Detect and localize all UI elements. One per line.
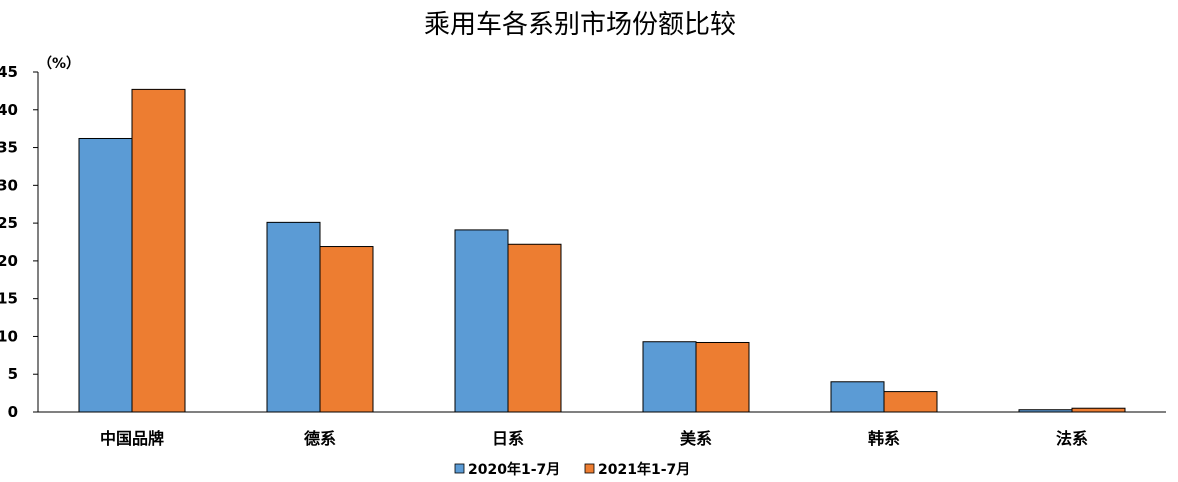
bar-2021-5: [1071, 407, 1126, 413]
category-label: 中国品牌: [100, 429, 164, 448]
category-label: 德系: [304, 429, 336, 448]
category-label: 法系: [1056, 429, 1088, 448]
y-tick-label: 0: [8, 403, 18, 421]
bar-2021-4: [883, 391, 938, 413]
y-tick-label: 10: [0, 327, 18, 345]
y-tick-label: 25: [0, 214, 18, 232]
y-tick-label: 30: [0, 176, 18, 194]
y-axis: 0 5 10 15 20 25 30 35 40 45: [0, 63, 1166, 421]
category-labels: 中国品牌 德系 日系 美系 韩系 法系: [100, 429, 1088, 448]
bar-2020-3: [642, 341, 697, 413]
y-tick-label: 5: [8, 365, 18, 383]
y-tick-label: 35: [0, 139, 18, 157]
category-label: 韩系: [868, 429, 900, 448]
y-tick-label: 20: [0, 252, 18, 270]
bar-2021-1: [319, 246, 374, 413]
bar-2021-2: [507, 243, 562, 413]
y-tick-label: 40: [0, 101, 18, 119]
chart-title: 乘用车各系别市场份额比较: [424, 10, 736, 40]
category-label: 美系: [680, 429, 712, 448]
bars: [78, 88, 1126, 413]
legend: 2020年1-7月 2021年1-7月: [454, 461, 690, 478]
bar-2021-3: [695, 341, 750, 413]
bar-2020-5: [1018, 409, 1073, 413]
y-tick-label: 15: [0, 290, 18, 308]
bar-2020-2: [454, 229, 509, 413]
bar-2021-0: [131, 88, 186, 413]
y-unit-label: （%）: [38, 56, 80, 72]
bar-2020-1: [266, 221, 321, 413]
legend-swatch: [584, 463, 595, 474]
y-tick-label: 45: [0, 63, 18, 81]
legend-swatch: [454, 463, 465, 474]
category-label: 日系: [492, 429, 524, 448]
bar-2020-4: [830, 381, 885, 413]
legend-label: 2020年1-7月: [468, 461, 560, 478]
bar-2020-0: [78, 137, 133, 413]
legend-label: 2021年1-7月: [598, 461, 690, 478]
